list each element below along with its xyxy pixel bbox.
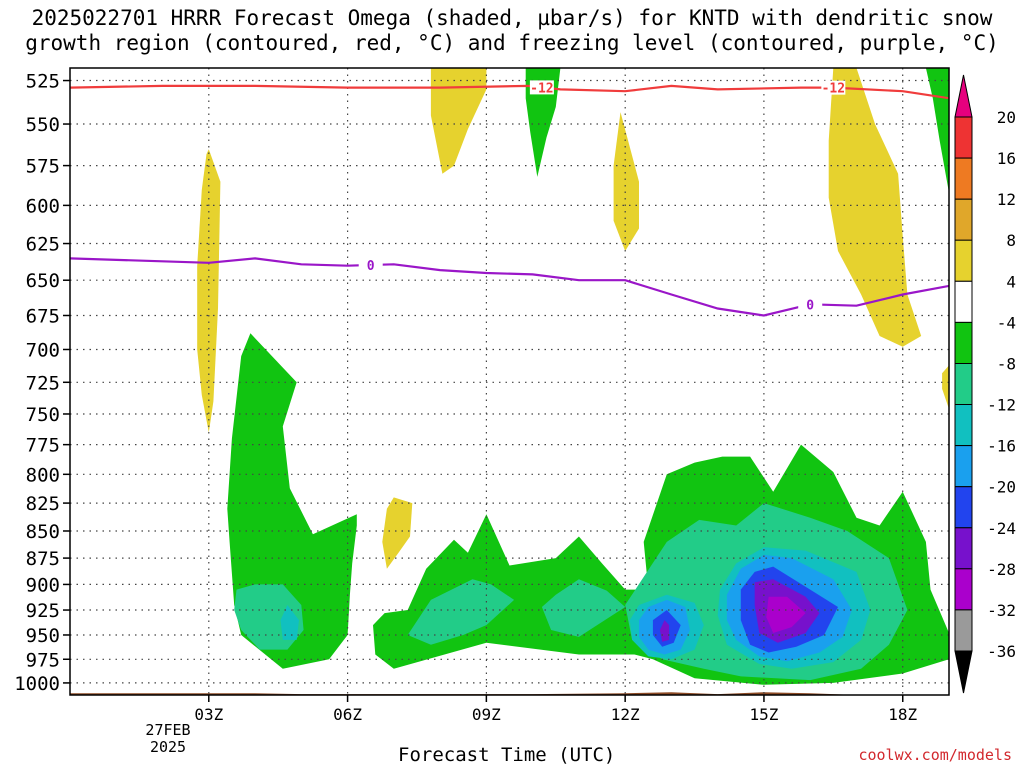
colorbar-label-1: 16: [997, 149, 1016, 168]
x-axis-label: Forecast Time (UTC): [398, 744, 616, 766]
colorbar-label-3: 8: [1006, 231, 1016, 250]
colorbar-label-4: 4: [1006, 272, 1016, 291]
contour-label-0-0: -12: [530, 81, 553, 96]
colorbar-segment-6: [954, 363, 973, 406]
x-tick-label-9: 09Z: [472, 705, 501, 724]
omega-region-11: [407, 579, 515, 645]
y-tick-label-525: 525: [26, 71, 60, 93]
x-axis: 03Z 06Z 09Z 12Z 15Z 18Z: [194, 695, 918, 724]
x-tick-label-12: 12Z: [611, 705, 640, 724]
omega-shading-layer: [70, 68, 949, 695]
y-tick-label-925: 925: [26, 600, 60, 622]
y-tick-label-975: 975: [26, 649, 60, 671]
colorbar-label-2: 12: [997, 190, 1016, 209]
colorbar-segment-9: [954, 486, 973, 529]
y-tick-label-900: 900: [26, 574, 60, 596]
colorbar-label-9: -20: [987, 478, 1016, 497]
date-label-year: 2025: [149, 738, 187, 756]
y-tick-label-950: 950: [26, 625, 60, 647]
contour-label-1-1: 0: [806, 298, 814, 313]
colorbar-label-7: -12: [987, 396, 1016, 415]
y-tick-label-700: 700: [26, 339, 60, 361]
date-label-day: 27FEB: [145, 721, 191, 739]
omega-region-2: [430, 68, 487, 174]
omega-region-21: [659, 620, 670, 642]
colorbar-segment-5: [954, 321, 973, 364]
colorbar-label-0: 20: [997, 108, 1016, 127]
y-tick-label-675: 675: [26, 305, 60, 327]
y-tick-label-600: 600: [26, 195, 60, 217]
colorbar-segment-10: [954, 527, 973, 570]
colorbar-label-8: -16: [987, 437, 1016, 456]
y-tick-label-650: 650: [26, 270, 60, 292]
x-tick-label-18: 18Z: [888, 705, 917, 724]
y-tick-label-575: 575: [26, 156, 60, 178]
colorbar-label-13: -36: [987, 642, 1016, 661]
omega-region-14: [280, 605, 299, 640]
colorbar-label-11: -28: [987, 560, 1016, 579]
x-tick-label-6: 06Z: [333, 705, 362, 724]
colorbar-label-6: -8: [997, 354, 1016, 373]
omega-region-7: [925, 68, 949, 193]
omega-region-3: [613, 112, 639, 251]
contour-label-bg-0-1: [821, 80, 846, 95]
y-tick-label-825: 825: [26, 493, 60, 515]
y-tick-label-1000: 1000: [14, 673, 60, 695]
x-tick-label-3: 03Z: [194, 705, 223, 724]
y-tick-label-625: 625: [26, 234, 60, 256]
title-line-2: growth region (contoured, red, °C) and f…: [25, 31, 999, 55]
y-tick-label-550: 550: [26, 114, 60, 136]
y-axis: 525 550 575 600 625 650 675 700 725 750 775 800 825 8…: [14, 71, 70, 695]
colorbar-bottom-arrow: [954, 650, 973, 694]
omega-region-1: [382, 497, 413, 569]
colorbar-label-5: -4: [997, 313, 1016, 332]
colorbar-segment-8: [954, 445, 973, 488]
colorbar-segment-4: [954, 280, 973, 323]
x-tick-label-15: 15Z: [749, 705, 778, 724]
y-tick-label-850: 850: [26, 521, 60, 543]
colorbar-segment-2: [954, 198, 973, 241]
y-tick-label-875: 875: [26, 548, 60, 570]
grid-lines: [70, 68, 949, 695]
colorbar-segment-1: [954, 157, 973, 200]
y-tick-label-775: 775: [26, 435, 60, 457]
omega-region-4: [828, 68, 922, 347]
contour-label-bg-1-0: [358, 257, 383, 272]
contour-label-0-1: -12: [822, 82, 845, 97]
contour-label-1-0: 0: [367, 259, 375, 274]
contour-label-bg-0-0: [529, 80, 554, 95]
chart-title: 2025022701 HRRR Forecast Omega (shaded, …: [0, 6, 1024, 56]
y-tick-label-750: 750: [26, 404, 60, 426]
colorbar-label-12: -32: [987, 601, 1016, 620]
omega-region-6: [525, 68, 561, 177]
colorbar-segment-11: [954, 568, 973, 611]
colorbar-segment-12: [954, 609, 973, 652]
credit-link[interactable]: coolwx.com/models: [858, 746, 1012, 764]
contour-label-bg-1-1: [798, 297, 823, 312]
y-tick-label-725: 725: [26, 372, 60, 394]
y-tick-label-800: 800: [26, 464, 60, 486]
omega-region-23: [766, 596, 806, 633]
colorbar-top-arrow: [954, 74, 973, 118]
plot-frame: [69, 67, 950, 696]
colorbar-segment-3: [954, 239, 973, 282]
omega-region-12: [541, 579, 626, 637]
omega-region-0: [197, 149, 221, 433]
title-line-1: 2025022701 HRRR Forecast Omega (shaded, …: [31, 6, 993, 30]
date-label: 27FEB 2025: [118, 722, 218, 756]
omega-region-5: [942, 365, 949, 409]
colorbar-label-10: -24: [987, 519, 1016, 538]
contour-layer: -12 -12 0 0: [70, 80, 949, 317]
colorbar-segment-0: [954, 116, 973, 159]
colorbar-segment-7: [954, 404, 973, 447]
colorbar: 20 16 12 8 4 -4 -8 -12 -16 -20 -24 -28 -32 -36: [954, 74, 1016, 694]
